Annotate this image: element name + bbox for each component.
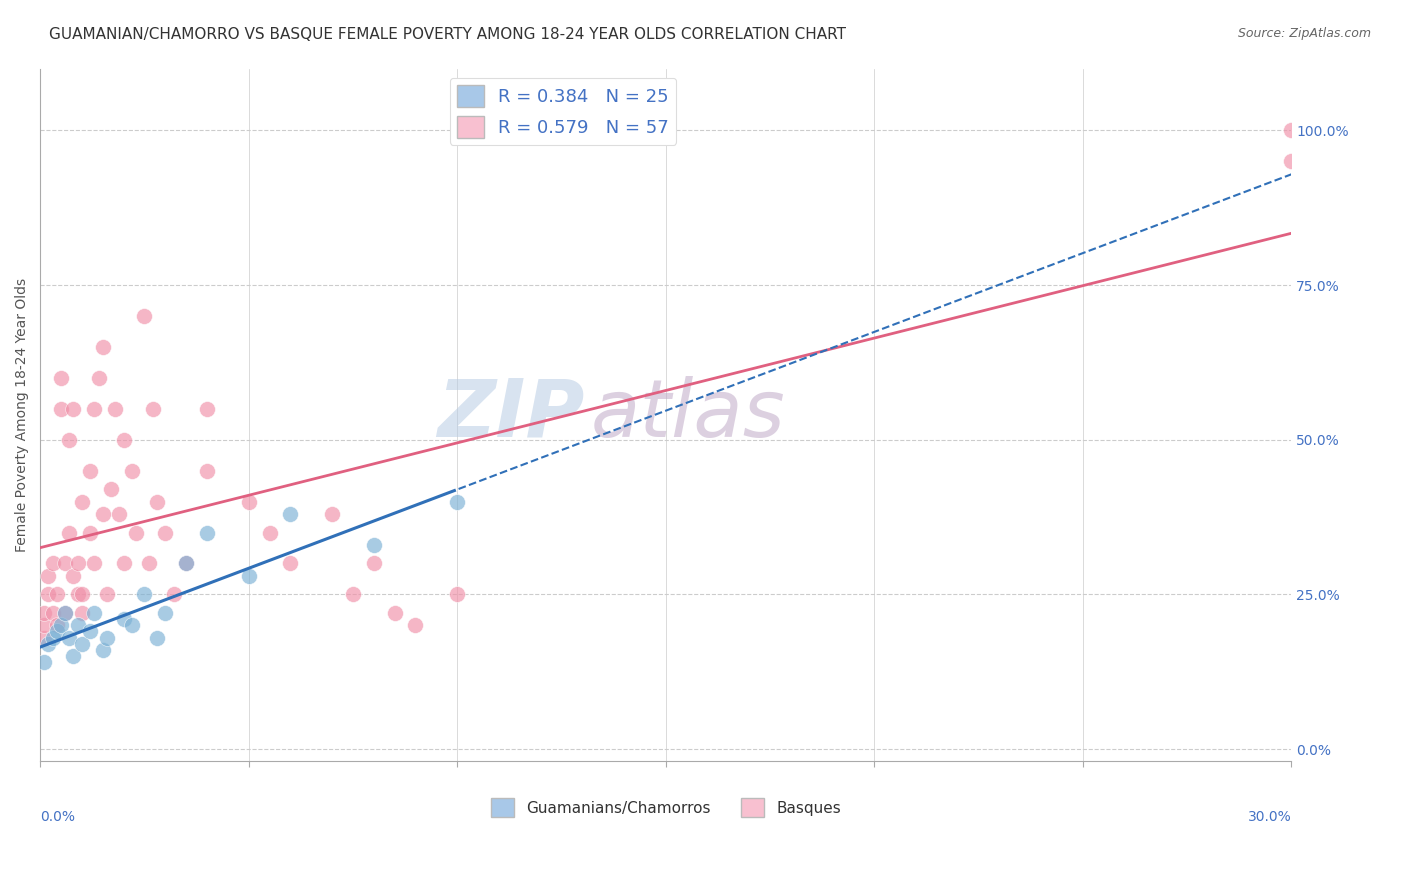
Point (100, 482, 122, 496)
Point (104, 401, 127, 416)
Point (146, 631, 169, 645)
Text: Source: ZipAtlas.com: Source: ZipAtlas.com (1237, 27, 1371, 40)
Point (342, 587, 364, 601)
Point (280, 557, 302, 571)
Point (37, 569, 59, 583)
Point (70, 494, 93, 508)
Point (49, 371, 72, 385)
Point (125, 525, 148, 540)
Point (146, 494, 169, 508)
Point (87, 371, 110, 385)
Point (142, 401, 165, 416)
Text: 0.0%: 0.0% (41, 810, 75, 824)
Point (58, 433, 80, 447)
Point (112, 612, 135, 626)
Point (70, 606, 93, 620)
Point (162, 587, 184, 601)
Point (49, 618, 72, 632)
Point (446, 494, 468, 508)
Point (238, 494, 260, 508)
Point (259, 525, 281, 540)
Point (405, 618, 427, 632)
Point (41, 606, 63, 620)
Point (155, 525, 177, 540)
Point (41, 557, 63, 571)
Point (108, 507, 131, 521)
Point (363, 557, 385, 571)
Point (134, 587, 156, 601)
Point (79, 525, 101, 540)
Point (121, 464, 143, 478)
Point (79, 464, 101, 478)
Point (195, 464, 218, 478)
Point (91, 643, 114, 657)
Point (112, 433, 135, 447)
Point (121, 618, 143, 632)
Text: ZIP: ZIP (437, 376, 585, 454)
Text: atlas: atlas (591, 376, 786, 454)
Point (45, 624, 67, 639)
Point (53, 606, 76, 620)
Point (37, 637, 59, 651)
Point (96, 587, 118, 601)
Legend: Guamanians/Chamorros, Basques: Guamanians/Chamorros, Basques (485, 792, 846, 823)
Point (66, 557, 89, 571)
Point (238, 569, 260, 583)
Point (45, 587, 67, 601)
Point (321, 507, 343, 521)
Point (32, 606, 55, 620)
Point (70, 637, 93, 651)
Point (446, 587, 468, 601)
Point (1279, 154, 1302, 169)
Point (91, 340, 114, 354)
Point (96, 631, 118, 645)
Point (45, 618, 67, 632)
Point (83, 606, 105, 620)
Point (91, 507, 114, 521)
Point (32, 618, 55, 632)
Point (58, 525, 80, 540)
Text: 30.0%: 30.0% (1247, 810, 1291, 824)
Point (174, 557, 197, 571)
Point (174, 557, 197, 571)
Point (363, 538, 385, 552)
Point (280, 507, 302, 521)
Point (155, 606, 177, 620)
Point (112, 557, 135, 571)
Point (53, 557, 76, 571)
Point (195, 525, 218, 540)
Point (58, 631, 80, 645)
Point (66, 618, 89, 632)
Point (83, 401, 105, 416)
Text: GUAMANIAN/CHAMORRO VS BASQUE FEMALE POVERTY AMONG 18-24 YEAR OLDS CORRELATION CH: GUAMANIAN/CHAMORRO VS BASQUE FEMALE POVE… (49, 27, 846, 42)
Point (384, 606, 406, 620)
Point (70, 587, 93, 601)
Point (53, 606, 76, 620)
Point (134, 309, 156, 323)
Point (62, 649, 84, 664)
Point (1279, 123, 1302, 137)
Point (138, 557, 160, 571)
Point (32, 631, 55, 645)
Point (66, 587, 89, 601)
Y-axis label: Female Poverty Among 18-24 Year Olds: Female Poverty Among 18-24 Year Olds (15, 278, 30, 552)
Point (41, 631, 63, 645)
Point (62, 401, 84, 416)
Point (32, 656, 55, 670)
Point (37, 587, 59, 601)
Point (62, 569, 84, 583)
Point (195, 401, 218, 416)
Point (49, 401, 72, 416)
Point (83, 557, 105, 571)
Point (79, 624, 101, 639)
